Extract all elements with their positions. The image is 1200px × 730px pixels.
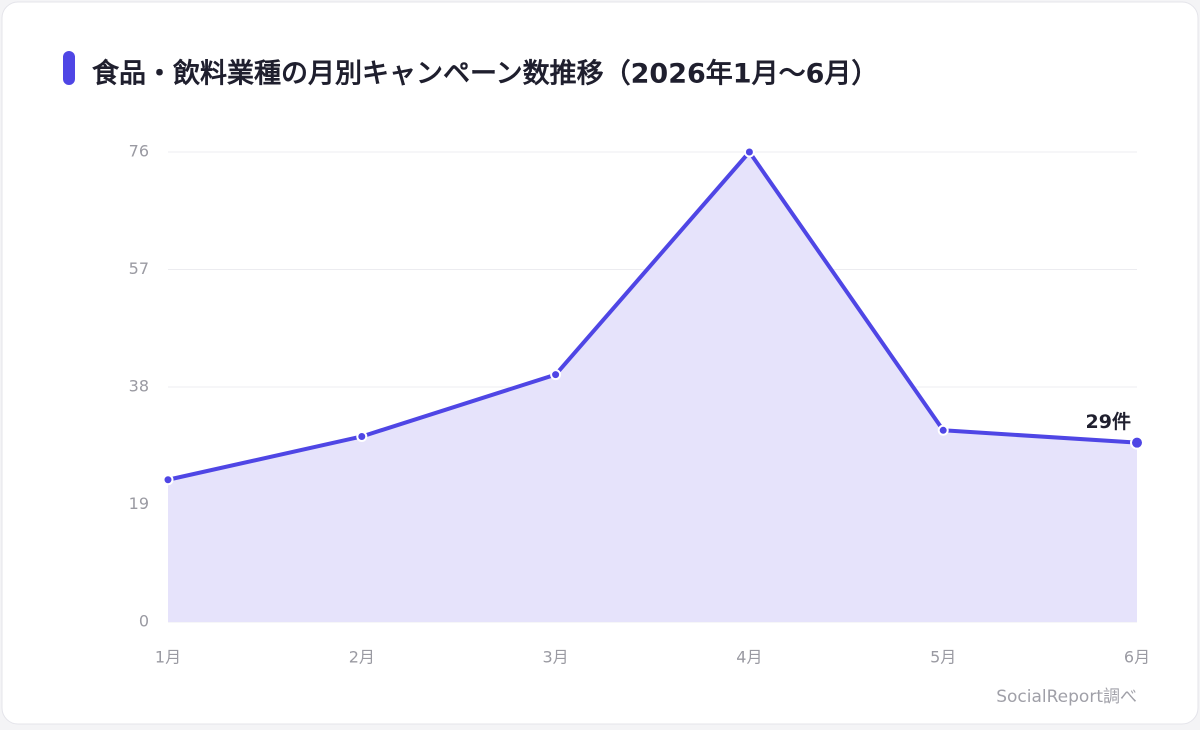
point: [550, 369, 562, 381]
x-tick-label: 6月: [1124, 648, 1150, 667]
value-label: 29件: [1086, 410, 1131, 433]
y-tick-label: 57: [129, 259, 149, 278]
y-tick-label: 76: [129, 142, 149, 161]
point: [743, 146, 755, 158]
y-tick-label: 38: [129, 377, 149, 396]
x-tick-label: 5月: [930, 648, 956, 667]
x-tick-label: 3月: [543, 648, 569, 667]
title-accent: [63, 51, 75, 85]
source-note: SocialReport調べ: [996, 687, 1137, 707]
x-tick-label: 4月: [736, 648, 762, 667]
y-tick-label: 19: [129, 494, 149, 513]
line: [167, 150, 1138, 482]
area: [168, 152, 1137, 622]
y-tick-label: 0: [139, 612, 149, 631]
x-tick-label: 2月: [349, 648, 375, 667]
point: [937, 424, 949, 436]
x-tick-label: 1月: [155, 648, 181, 667]
point: [1130, 435, 1144, 450]
point: [356, 430, 368, 442]
chart-title: 食品・飲料業種の月別キャンペーン数推移（2026年1月〜6月）: [92, 58, 878, 90]
point: [162, 474, 174, 486]
